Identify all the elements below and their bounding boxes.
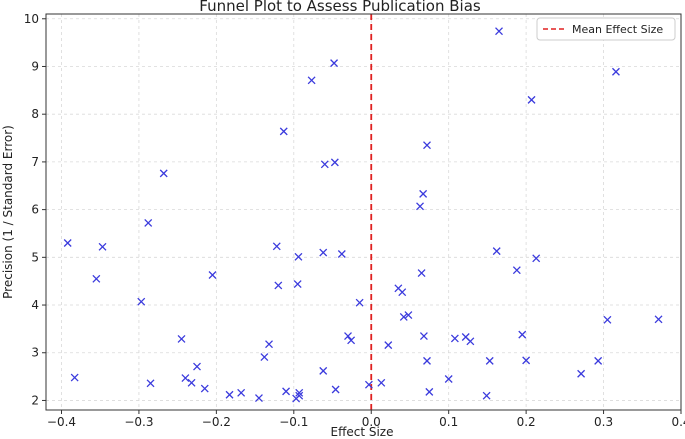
y-tick-label: 6	[31, 203, 39, 217]
data-point-marker	[532, 254, 541, 263]
data-points	[63, 27, 663, 403]
data-point-marker	[295, 391, 304, 400]
data-point-marker	[137, 297, 146, 306]
y-axis-label: Precision (1 / Standard Error)	[1, 125, 15, 299]
data-point-marker	[282, 387, 291, 396]
data-point-marker	[423, 356, 431, 365]
plot-frame	[45, 13, 682, 411]
data-point-marker	[425, 387, 434, 396]
x-tick-label: −0.2	[202, 415, 231, 429]
data-point-marker	[92, 274, 101, 283]
legend: Mean Effect Size	[536, 17, 676, 41]
data-point-marker	[319, 366, 328, 375]
data-point-marker	[423, 141, 431, 150]
y-tick-label: 2	[31, 393, 39, 407]
data-point-marker	[398, 288, 407, 297]
data-point-marker	[254, 394, 263, 403]
data-point-marker	[364, 380, 373, 389]
data-point-marker	[98, 242, 107, 251]
data-point-marker	[482, 391, 491, 400]
data-point-marker	[320, 160, 329, 169]
data-point-marker	[237, 388, 246, 397]
data-point-marker	[466, 337, 475, 346]
data-point-marker	[594, 356, 603, 365]
data-point-marker	[63, 239, 72, 247]
data-point-marker	[450, 334, 459, 343]
data-point-marker	[70, 373, 79, 382]
data-point-marker	[330, 158, 339, 167]
data-point-marker	[399, 313, 408, 321]
data-point-marker	[193, 362, 201, 371]
data-point-marker	[319, 248, 328, 257]
data-point-marker	[337, 250, 346, 258]
y-tick-label: 10	[24, 12, 39, 26]
data-point-marker	[293, 280, 302, 289]
data-point-marker	[307, 76, 316, 85]
data-point-marker	[279, 127, 288, 136]
data-point-marker	[527, 95, 536, 104]
data-point-marker	[200, 384, 209, 393]
x-tick-label: 0.4	[671, 415, 685, 429]
y-axis-ticks: 2 3 4 5 6 7 8 9 10	[24, 12, 46, 407]
data-point-marker	[265, 340, 273, 349]
data-point-marker	[144, 219, 153, 227]
x-tick-label: 0.1	[439, 415, 458, 429]
x-tick-label: −0.1	[279, 415, 308, 429]
data-point-marker	[344, 332, 352, 341]
data-point-marker	[495, 27, 503, 36]
data-point-marker	[355, 298, 364, 307]
data-point-marker	[654, 315, 663, 324]
x-tick-label: 0.0	[362, 415, 381, 429]
data-point-marker	[377, 378, 386, 387]
x-tick-label: −0.4	[47, 415, 76, 429]
data-point-marker	[181, 374, 190, 382]
data-point-marker	[417, 269, 426, 278]
y-tick-label: 9	[31, 59, 39, 73]
x-tick-label: 0.2	[517, 415, 536, 429]
data-point-marker	[272, 242, 281, 251]
plot-area	[46, 14, 681, 410]
data-point-marker	[416, 202, 424, 211]
x-tick-label: −0.3	[124, 415, 153, 429]
legend-box	[536, 17, 676, 41]
data-point-marker	[294, 252, 303, 261]
data-point-marker	[444, 375, 453, 383]
data-point-marker	[146, 379, 155, 388]
y-tick-label: 7	[31, 155, 39, 169]
x-axis-label: Effect Size	[331, 425, 394, 439]
data-point-marker	[347, 336, 356, 345]
data-point-marker	[485, 356, 494, 365]
y-tick-label: 5	[31, 250, 39, 264]
data-point-marker	[295, 388, 304, 397]
data-point-marker	[577, 369, 586, 378]
chart-title: Funnel Plot to Assess Publication Bias	[199, 0, 481, 15]
data-point-marker	[159, 169, 168, 178]
x-axis-ticks: −0.4 −0.3 −0.2 −0.1 0.0 0.1 0.2 0.3 0.4	[47, 410, 685, 429]
y-tick-label: 4	[31, 298, 39, 312]
data-point-marker	[331, 385, 340, 394]
data-point-marker	[225, 390, 234, 399]
data-point-marker	[522, 356, 531, 365]
data-point-marker	[330, 59, 339, 68]
data-point-marker	[611, 67, 620, 76]
data-point-marker	[260, 353, 269, 362]
data-point-marker	[404, 311, 413, 320]
data-point-marker	[518, 330, 527, 339]
data-point-marker	[419, 189, 428, 198]
legend-mean-effect-label: Mean Effect Size	[572, 23, 663, 36]
data-point-marker	[177, 334, 186, 343]
y-tick-label: 3	[31, 346, 39, 360]
y-tick-label: 8	[31, 107, 39, 121]
data-point-marker	[187, 378, 196, 387]
data-point-marker	[384, 341, 393, 350]
data-point-marker	[419, 332, 428, 341]
data-point-marker	[512, 266, 521, 275]
data-point-marker	[492, 247, 501, 256]
x-tick-label: 0.3	[594, 415, 613, 429]
data-point-marker	[603, 315, 612, 324]
data-point-marker	[274, 281, 283, 290]
data-point-marker	[208, 271, 217, 279]
